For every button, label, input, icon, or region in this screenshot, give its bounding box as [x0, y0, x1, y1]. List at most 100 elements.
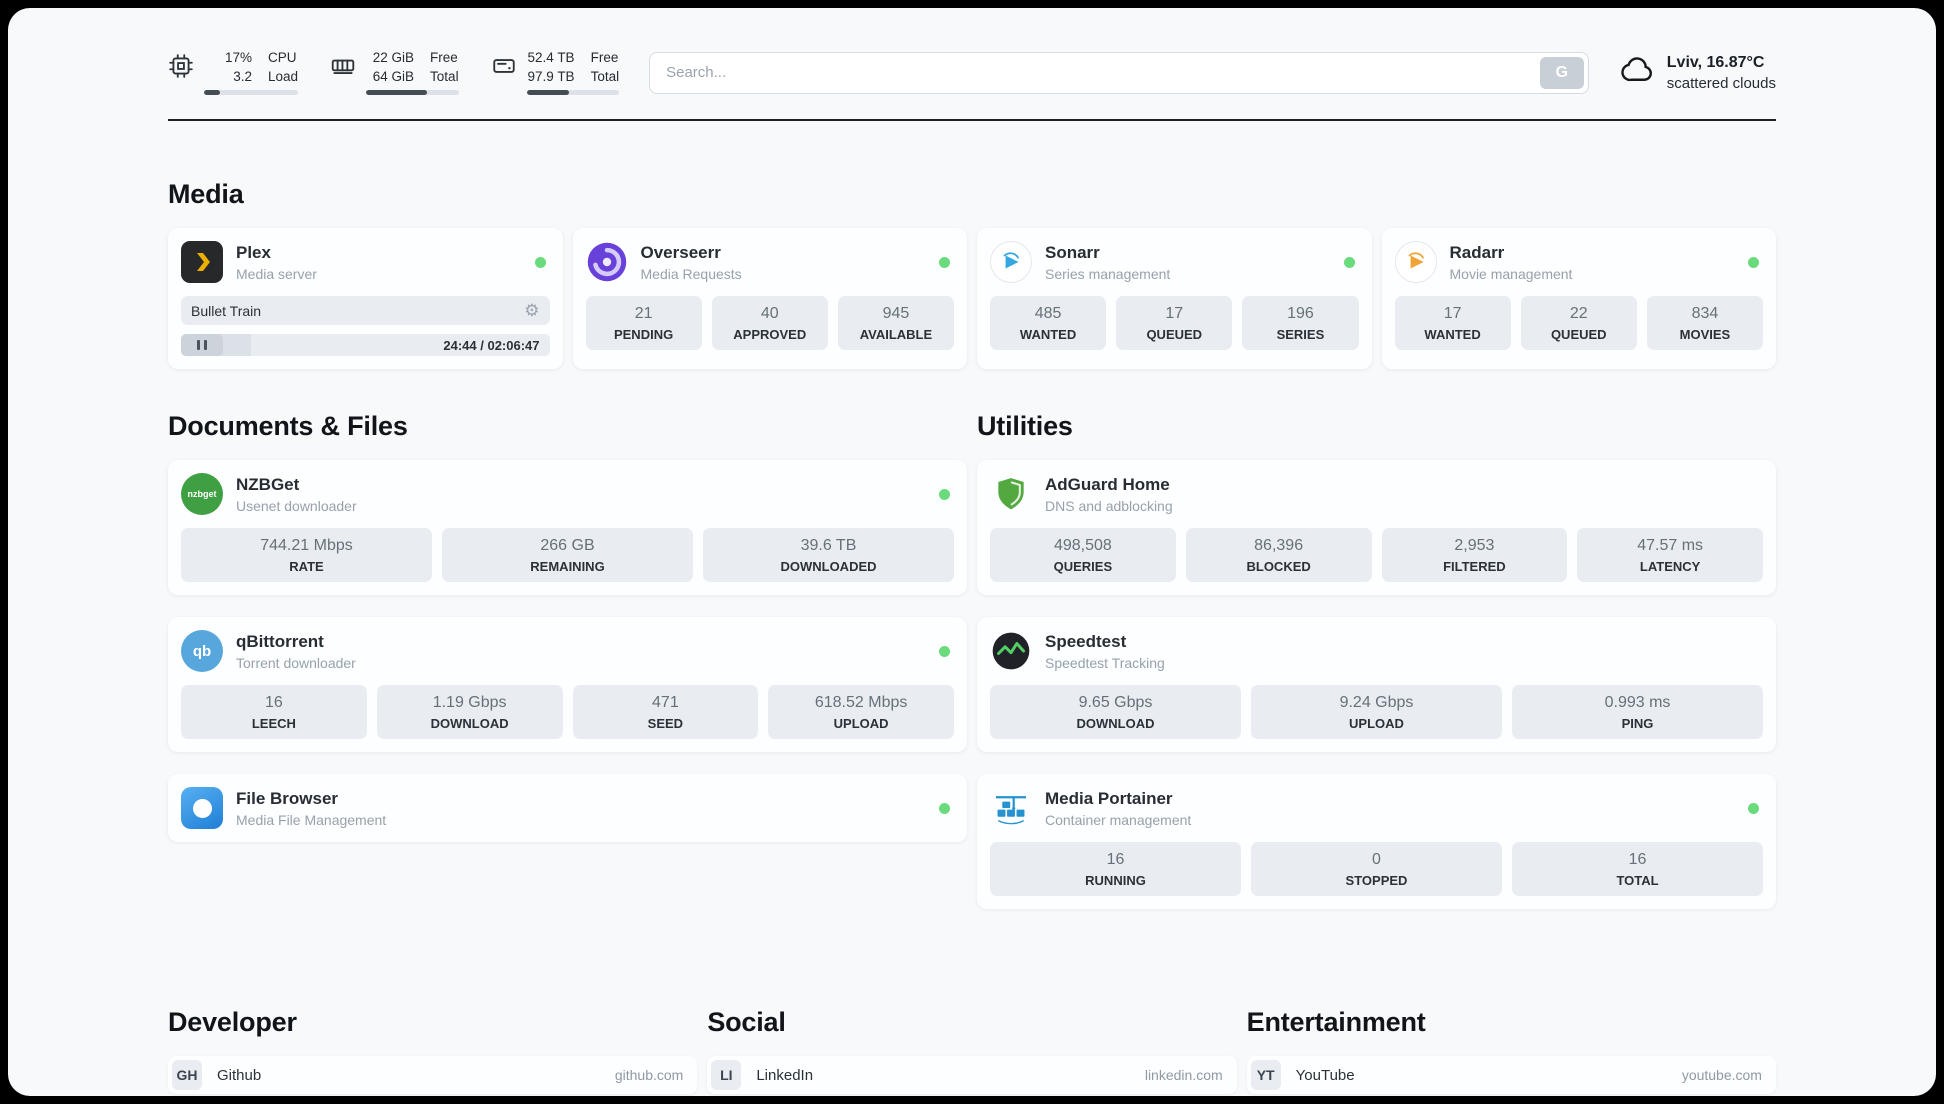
stat-label: QUEUED	[1550, 327, 1607, 343]
stat-value: 9.65 Gbps	[1078, 694, 1153, 712]
stat-box: 945 AVAILABLE	[837, 296, 955, 351]
stat-value: 16	[264, 694, 283, 712]
weather-location: Lviv, 16.87°C	[1666, 53, 1765, 71]
ram-progress-fill	[366, 90, 428, 96]
app-name: Radarr	[1449, 242, 1505, 262]
status-dot	[534, 256, 546, 268]
stat-label: APPROVED	[733, 327, 807, 343]
bookmark-youtube[interactable]: YT YouTube youtube.com	[1246, 1056, 1776, 1095]
system-monitor-widgets: 17% 3.2 CPU Load	[168, 50, 620, 96]
stat-value: 744.21 Mbps	[260, 537, 353, 555]
weather-widget: Lviv, 16.87°C scattered clouds	[1619, 52, 1776, 93]
stat-label: FILTERED	[1443, 559, 1506, 575]
stat-value: 86,396	[1254, 537, 1304, 555]
stat-label: PING	[1621, 716, 1654, 732]
stat-label: BLOCKED	[1246, 559, 1311, 575]
stat-value: 21	[634, 305, 653, 323]
stat-box: 0 STOPPED	[1251, 842, 1502, 897]
cloud-icon	[1619, 52, 1655, 93]
adguard-card[interactable]: AdGuard Home DNS and adblocking 498,508 …	[977, 460, 1776, 596]
section-title-entertainment: Entertainment	[1246, 1007, 1426, 1038]
stat-box: 266 GB REMAINING	[442, 528, 693, 583]
bookmark-linkedin[interactable]: LI LinkedIn linkedin.com	[707, 1056, 1237, 1095]
stat-label: QUERIES	[1053, 559, 1113, 575]
weather-condition: scattered clouds	[1666, 74, 1776, 92]
app-subtitle: Torrent downloader	[236, 654, 356, 671]
dashboard-main: Media Plex Media server Bullet Train ⚙	[8, 179, 1936, 1096]
cpu-progress-bar	[204, 90, 299, 96]
ram-total-value: 64 GiB	[372, 68, 415, 84]
stat-value: 618.52 Mbps	[814, 694, 908, 712]
stat-box: 498,508 QUERIES	[990, 528, 1176, 583]
dashboard-window: 17% 3.2 CPU Load	[8, 8, 1936, 1096]
section-title-media: Media	[168, 179, 244, 210]
plex-card[interactable]: Plex Media server Bullet Train ⚙ 24:44 /…	[168, 228, 563, 370]
stat-label: STOPPED	[1345, 873, 1408, 889]
overseerr-icon	[586, 241, 628, 283]
stat-label: RATE	[289, 559, 324, 575]
cpu-usage-value: 17%	[224, 50, 252, 65]
qbittorrent-card[interactable]: qb qBittorrent Torrent downloader 16 LEE…	[168, 617, 967, 753]
disk-progress-fill	[526, 90, 570, 96]
stat-box: 47.57 ms LATENCY	[1577, 528, 1763, 583]
portainer-card[interactable]: Media Portainer Container management 16 …	[977, 774, 1776, 910]
stat-box: 485 WANTED	[990, 296, 1107, 351]
app-subtitle: Speedtest Tracking	[1045, 654, 1165, 671]
ram-free-value: 22 GiB	[372, 50, 415, 65]
stat-box: 16 LEECH	[181, 685, 367, 740]
cpu-load-label: Load	[268, 68, 299, 84]
speedtest-card[interactable]: Speedtest Speedtest Tracking 9.65 Gbps D…	[977, 617, 1776, 753]
sonarr-card[interactable]: Sonarr Series management 485 WANTED 17 Q…	[977, 228, 1372, 370]
stat-value: 2,953	[1454, 537, 1495, 555]
bookmark-name: LinkedIn	[756, 1066, 814, 1084]
pause-button[interactable]	[181, 334, 223, 357]
nzbget-icon-text: nzbget	[187, 489, 217, 500]
nzbget-card[interactable]: nzbget NZBGet Usenet downloader 744.21 M…	[168, 460, 967, 596]
bookmark-github[interactable]: GH Github github.com	[168, 1056, 698, 1095]
cpu-progress-fill	[204, 90, 220, 96]
stat-box: 9.65 Gbps DOWNLOAD	[990, 685, 1241, 740]
nzbget-icon: nzbget	[181, 473, 223, 516]
portainer-icon	[990, 787, 1032, 829]
search-engine-button[interactable]: G	[1539, 56, 1584, 89]
status-dot	[939, 488, 950, 500]
stat-box: 471 SEED	[572, 685, 759, 740]
app-name: Overseerr	[640, 242, 721, 262]
section-title-social: Social	[707, 1007, 786, 1038]
filebrowser-card[interactable]: File Browser Media File Management	[168, 774, 967, 843]
ram-free-label: Free	[430, 50, 458, 65]
gear-icon[interactable]: ⚙	[524, 301, 540, 321]
stat-value: 40	[760, 305, 779, 323]
stat-label: DOWNLOAD	[1076, 716, 1155, 732]
stat-label: UPLOAD	[1349, 716, 1404, 732]
documents-column: Documents & Files nzbget NZBGet Usenet d…	[168, 369, 967, 864]
stat-label: MOVIES	[1679, 327, 1731, 343]
stat-value: 485	[1034, 305, 1062, 323]
stat-label: WANTED	[1424, 327, 1481, 343]
stat-box: 0.993 ms PING	[1512, 685, 1763, 740]
cpu-load-value: 3.2	[233, 68, 252, 84]
stat-value: 471	[652, 694, 679, 712]
utilities-column: Utilities AdGuard Home DNS and adblocki	[977, 369, 1776, 931]
qbittorrent-icon-text: qb	[192, 642, 212, 660]
bookmark-name: YouTube	[1295, 1066, 1355, 1084]
ram-widget: 22 GiB 64 GiB Free Total	[330, 50, 459, 96]
stat-label: SERIES	[1276, 327, 1325, 343]
stat-label: UPLOAD	[833, 716, 889, 732]
playback-progress-bar: 24:44 / 02:06:47	[181, 334, 550, 357]
app-subtitle: Usenet downloader	[236, 497, 357, 514]
developer-bookmarks: Developer GH Github github.com SO StackO…	[168, 1007, 698, 1096]
app-name: Sonarr	[1045, 242, 1100, 262]
stat-box: 834 MOVIES	[1646, 296, 1764, 351]
radarr-card[interactable]: Radarr Movie management 17 WANTED 22 QUE…	[1381, 228, 1776, 370]
disk-widget: 52.4 TB 97.9 TB Free Total	[491, 50, 620, 96]
disk-progress-bar	[526, 90, 620, 96]
overseerr-card[interactable]: Overseerr Media Requests 21 PENDING 40 A…	[572, 228, 967, 370]
stat-box: 40 APPROVED	[711, 296, 828, 351]
bookmark-url: github.com	[614, 1067, 684, 1084]
disk-total-value: 97.9 TB	[527, 68, 575, 84]
now-playing-title: Bullet Train	[191, 302, 262, 319]
app-name: Speedtest	[1045, 631, 1127, 651]
stat-value: 17	[1443, 305, 1462, 323]
search-input[interactable]	[649, 51, 1589, 94]
